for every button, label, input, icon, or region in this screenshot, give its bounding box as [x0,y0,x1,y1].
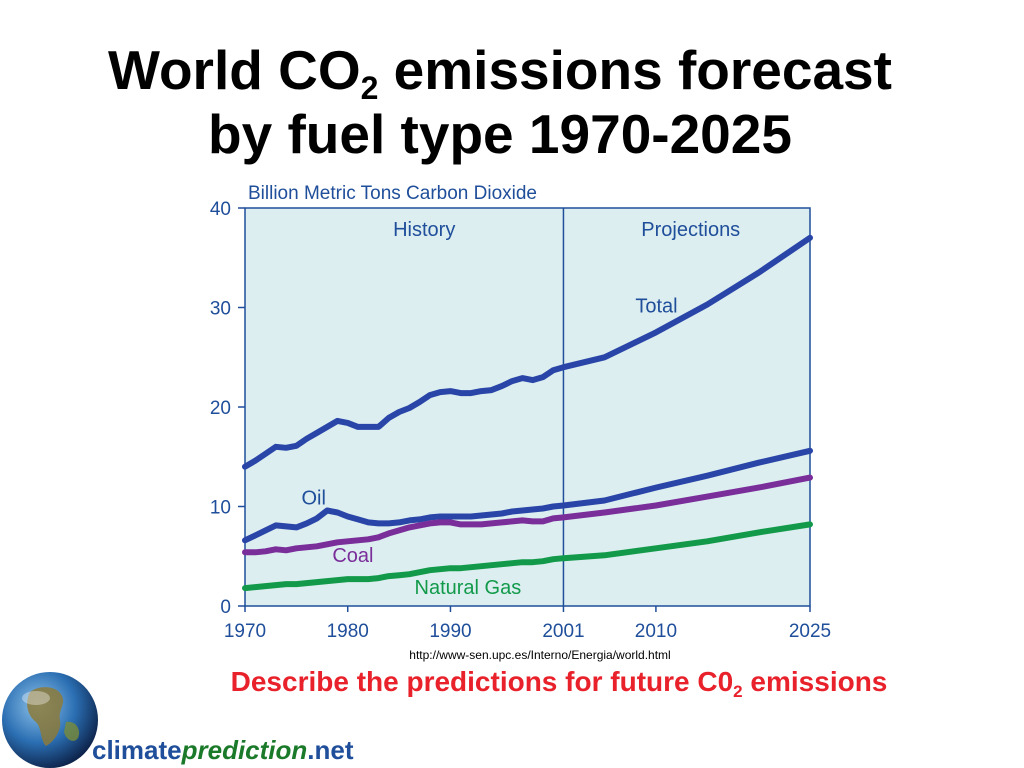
region-label-history: History [393,219,455,241]
logo-part-prediction: prediction [181,735,308,765]
emissions-chart: Billion Metric Tons Carbon Dioxide 0 10 20 3… [210,183,831,642]
x-tick-label: 2001 [542,621,584,642]
series-line-natural-gas [242,521,813,592]
series-label-total: Total [635,295,677,317]
series-line-oil [242,447,813,544]
discussion-prompt: Describe the predictions for future C02 … [156,666,962,701]
y-tick-label: 20 [210,398,231,419]
series-line-total [242,234,813,470]
x-tick-label: 1970 [224,621,266,642]
x-tick-label: 1990 [429,621,471,642]
x-tick-label: 1980 [327,621,369,642]
series-label-natural-gas: Natural Gas [415,577,522,599]
climateprediction-logo[interactable]: climateprediction.net [92,735,354,766]
title-line-1: World CO2 emissions forecast [0,38,1000,104]
prompt-text: Describe the predictions for future C0 [230,666,734,697]
logo-part-climate: climate [92,735,182,765]
title-subscript: 2 [360,70,379,106]
prompt-subscript: 2 [733,682,743,701]
prompt-text-end: emissions [742,666,888,697]
x-tick-label: 2025 [789,621,831,642]
y-axis-title: Billion Metric Tons Carbon Dioxide [248,183,537,204]
y-tick-label: 10 [210,498,231,519]
title-text: World CO [108,39,361,101]
y-tick-label: 40 [210,199,231,220]
series-line-coal [242,474,813,556]
y-tick-label: 30 [210,299,231,320]
region-label-projections: Projections [641,219,740,241]
y-tick-label: 0 [220,597,231,618]
source-url[interactable]: http://www-sen.upc.es/Interno/Energia/wo… [409,648,671,662]
logo-part-net: .net [307,735,354,765]
slide-title: World CO2 emissions forecast by fuel typ… [0,38,1000,166]
series-label-oil: Oil [302,488,326,510]
title-text-end: emissions forecast [378,39,892,101]
series-label-coal: Coal [332,545,373,567]
globe-icon [2,672,98,768]
x-tick-label: 2010 [635,621,677,642]
title-line-2: by fuel type 1970-2025 [208,103,792,165]
